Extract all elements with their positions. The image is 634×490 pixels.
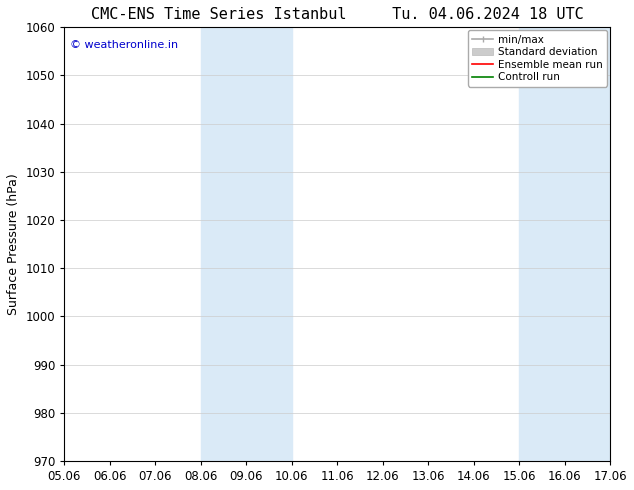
Y-axis label: Surface Pressure (hPa): Surface Pressure (hPa) (7, 173, 20, 315)
Title: CMC-ENS Time Series Istanbul     Tu. 04.06.2024 18 UTC: CMC-ENS Time Series Istanbul Tu. 04.06.2… (91, 7, 584, 22)
Bar (519, 27, 611, 461)
Legend: min/max, Standard deviation, Ensemble mean run, Controll run: min/max, Standard deviation, Ensemble me… (468, 30, 607, 87)
Bar (201, 27, 292, 461)
Text: © weatheronline.in: © weatheronline.in (70, 40, 178, 50)
